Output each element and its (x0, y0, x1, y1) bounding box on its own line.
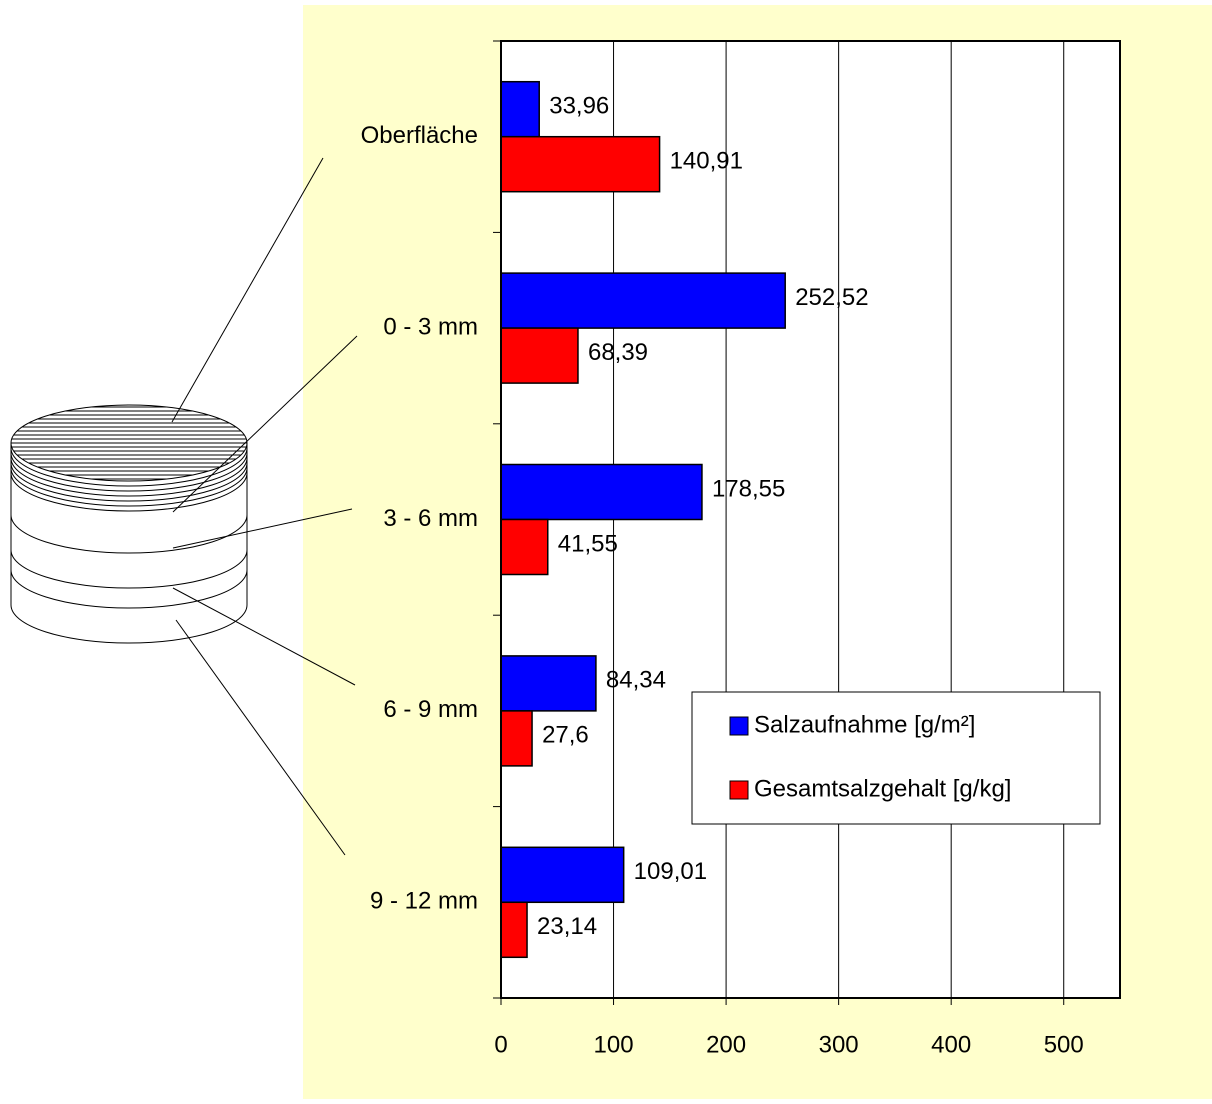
legend-box (691, 691, 1101, 825)
x-tick-label: 100 (594, 1031, 634, 1058)
x-tick-label: 200 (706, 1031, 746, 1058)
x-tick-label: 0 (494, 1031, 507, 1058)
y-tick-label: 3 - 6 mm (383, 505, 478, 532)
bar (500, 655, 597, 712)
bar (500, 846, 625, 904)
y-tick-label: 0 - 3 mm (383, 313, 478, 340)
y-tick-label: 6 - 9 mm (383, 696, 478, 723)
bar (500, 327, 579, 384)
value-label: 68,39 (588, 339, 648, 366)
value-label: 109,01 (634, 858, 707, 885)
bar (500, 710, 533, 767)
bar (500, 901, 528, 959)
legend-swatch (729, 716, 749, 736)
legend: Salzaufnahme [g/m²] Gesamtsalzgehalt [g/k… (691, 691, 1101, 825)
value-label: 27,6 (542, 722, 589, 749)
cylinder-diagram (10, 157, 358, 856)
bar (500, 272, 786, 329)
y-tick-label: Oberfläche (361, 122, 478, 149)
legend-swatch (729, 780, 749, 800)
value-label: 178,55 (712, 475, 785, 502)
value-label: 252,52 (795, 284, 868, 311)
value-label: 23,14 (537, 913, 597, 940)
y-tick-label: 9 - 12 mm (370, 888, 478, 915)
x-tick-label: 400 (931, 1031, 971, 1058)
bar (500, 80, 540, 138)
value-label: 84,34 (606, 667, 666, 694)
bar (500, 135, 661, 193)
legend-label: Salzaufnahme [g/m²] (754, 711, 975, 738)
legend-label: Gesamtsalzgehalt [g/kg] (754, 775, 1011, 802)
value-label: 41,55 (558, 530, 618, 557)
plot-border (500, 40, 1121, 999)
x-tick-label: 300 (819, 1031, 859, 1058)
x-tick-label: 500 (1044, 1031, 1084, 1058)
value-label: 140,91 (670, 148, 743, 175)
bar (500, 518, 549, 576)
bar (500, 463, 703, 521)
value-label: 33,96 (549, 93, 609, 120)
